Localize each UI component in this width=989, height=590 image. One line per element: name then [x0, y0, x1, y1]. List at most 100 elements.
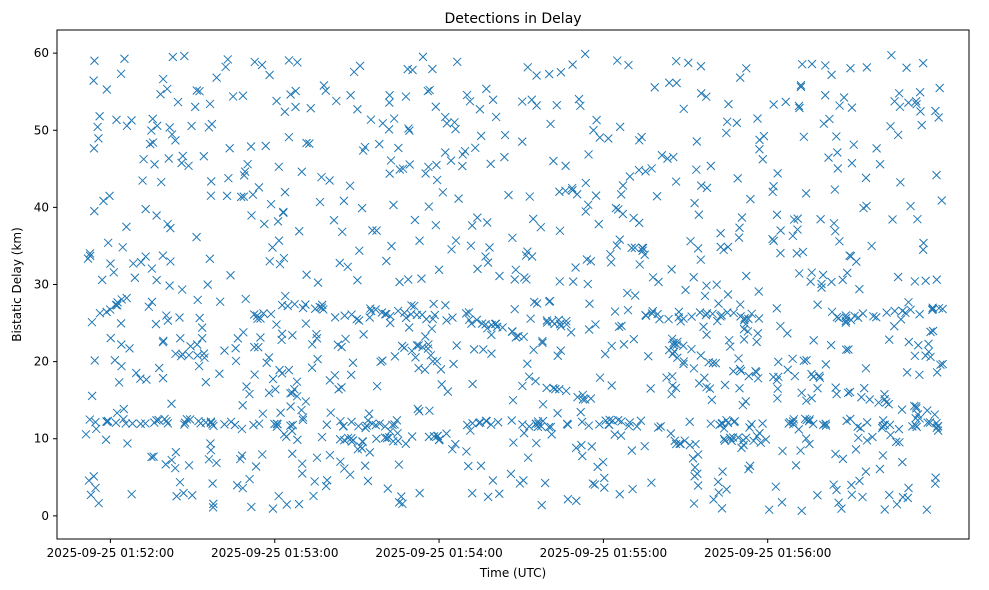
- detection-marker: [586, 256, 596, 266]
- detection-marker: [922, 505, 932, 515]
- detection-marker: [538, 338, 547, 348]
- detection-marker: [753, 329, 763, 338]
- detection-marker: [668, 381, 677, 391]
- detection-marker: [741, 271, 751, 281]
- detection-marker: [615, 489, 625, 499]
- detection-marker: [258, 409, 268, 419]
- detection-marker: [423, 86, 433, 96]
- detection-marker: [755, 144, 764, 154]
- detection-marker: [809, 336, 819, 345]
- detection-marker: [284, 365, 294, 375]
- detection-marker: [739, 324, 749, 334]
- detection-marker: [583, 279, 593, 289]
- detection-marker: [476, 461, 486, 471]
- detection-marker: [857, 392, 866, 402]
- detection-marker: [428, 64, 437, 74]
- detection-marker: [668, 349, 677, 359]
- detection-marker: [595, 373, 605, 383]
- detection-marker: [325, 176, 334, 185]
- detection-marker: [568, 185, 577, 195]
- detection-marker: [847, 158, 857, 168]
- detection-marker: [162, 416, 171, 426]
- detection-marker: [519, 428, 529, 438]
- detection-marker: [336, 416, 345, 426]
- detection-marker: [428, 314, 438, 324]
- detection-marker: [483, 258, 493, 267]
- detection-marker: [432, 160, 441, 170]
- detection-marker: [329, 215, 339, 225]
- detection-marker: [741, 63, 751, 73]
- detection-marker: [576, 101, 585, 111]
- detection-marker: [85, 249, 95, 258]
- detection-marker: [90, 356, 100, 365]
- detection-marker: [796, 80, 806, 90]
- detection-marker: [275, 365, 284, 375]
- detection-marker: [93, 122, 102, 132]
- detection-marker: [412, 340, 422, 350]
- detection-marker: [192, 86, 202, 95]
- detection-marker: [177, 285, 187, 294]
- detection-marker: [829, 218, 839, 228]
- detection-marker: [937, 196, 947, 205]
- detection-marker: [529, 297, 539, 307]
- detection-marker: [199, 151, 209, 161]
- detection-marker: [331, 96, 341, 106]
- detection-marker: [268, 504, 278, 514]
- detection-marker: [306, 103, 316, 113]
- detection-marker: [317, 172, 326, 182]
- detection-marker: [290, 299, 299, 309]
- detection-marker: [383, 484, 393, 493]
- detection-marker: [637, 132, 647, 142]
- detection-marker: [231, 356, 241, 366]
- detection-marker: [741, 433, 751, 443]
- detection-marker: [268, 374, 278, 384]
- detection-marker: [354, 246, 364, 256]
- detection-marker: [447, 444, 457, 454]
- detection-marker: [478, 345, 488, 354]
- detection-marker: [578, 390, 588, 400]
- detection-marker: [454, 194, 463, 203]
- detection-marker: [706, 161, 716, 171]
- detection-marker: [354, 316, 364, 325]
- detection-marker: [777, 497, 787, 507]
- detection-marker: [346, 90, 355, 100]
- detection-marker: [844, 345, 853, 354]
- detection-marker: [878, 451, 888, 460]
- detection-marker: [242, 382, 251, 391]
- detection-marker: [911, 402, 921, 411]
- detection-marker: [938, 304, 947, 314]
- detection-marker: [821, 421, 831, 430]
- detection-marker: [827, 277, 836, 287]
- detection-marker: [909, 401, 919, 411]
- detection-marker: [184, 350, 194, 360]
- detection-marker: [415, 488, 424, 498]
- detection-marker: [788, 354, 797, 364]
- detection-marker: [531, 376, 540, 386]
- detection-marker: [668, 152, 678, 162]
- detection-marker: [272, 96, 281, 106]
- detection-marker: [354, 421, 363, 431]
- detection-marker: [896, 315, 906, 324]
- detection-marker: [850, 311, 859, 321]
- detection-marker: [741, 396, 751, 406]
- detection-marker: [837, 504, 846, 514]
- detection-marker: [729, 308, 739, 318]
- detection-marker: [386, 156, 396, 165]
- detection-marker: [638, 246, 647, 256]
- detection-marker: [817, 279, 826, 289]
- detection-marker: [790, 371, 800, 381]
- detection-marker: [611, 203, 621, 213]
- y-tick-label: 0: [41, 509, 49, 523]
- detection-marker: [532, 71, 541, 80]
- detection-marker: [514, 331, 523, 341]
- detection-marker: [671, 56, 681, 66]
- detection-marker: [500, 130, 510, 140]
- detection-marker: [630, 291, 640, 300]
- detection-marker: [915, 370, 924, 380]
- detection-marker: [215, 297, 225, 307]
- detection-marker: [568, 277, 578, 287]
- detection-marker: [424, 162, 433, 172]
- detection-marker: [600, 349, 610, 359]
- chart-title: Detections in Delay: [444, 11, 581, 27]
- detection-marker: [791, 461, 801, 470]
